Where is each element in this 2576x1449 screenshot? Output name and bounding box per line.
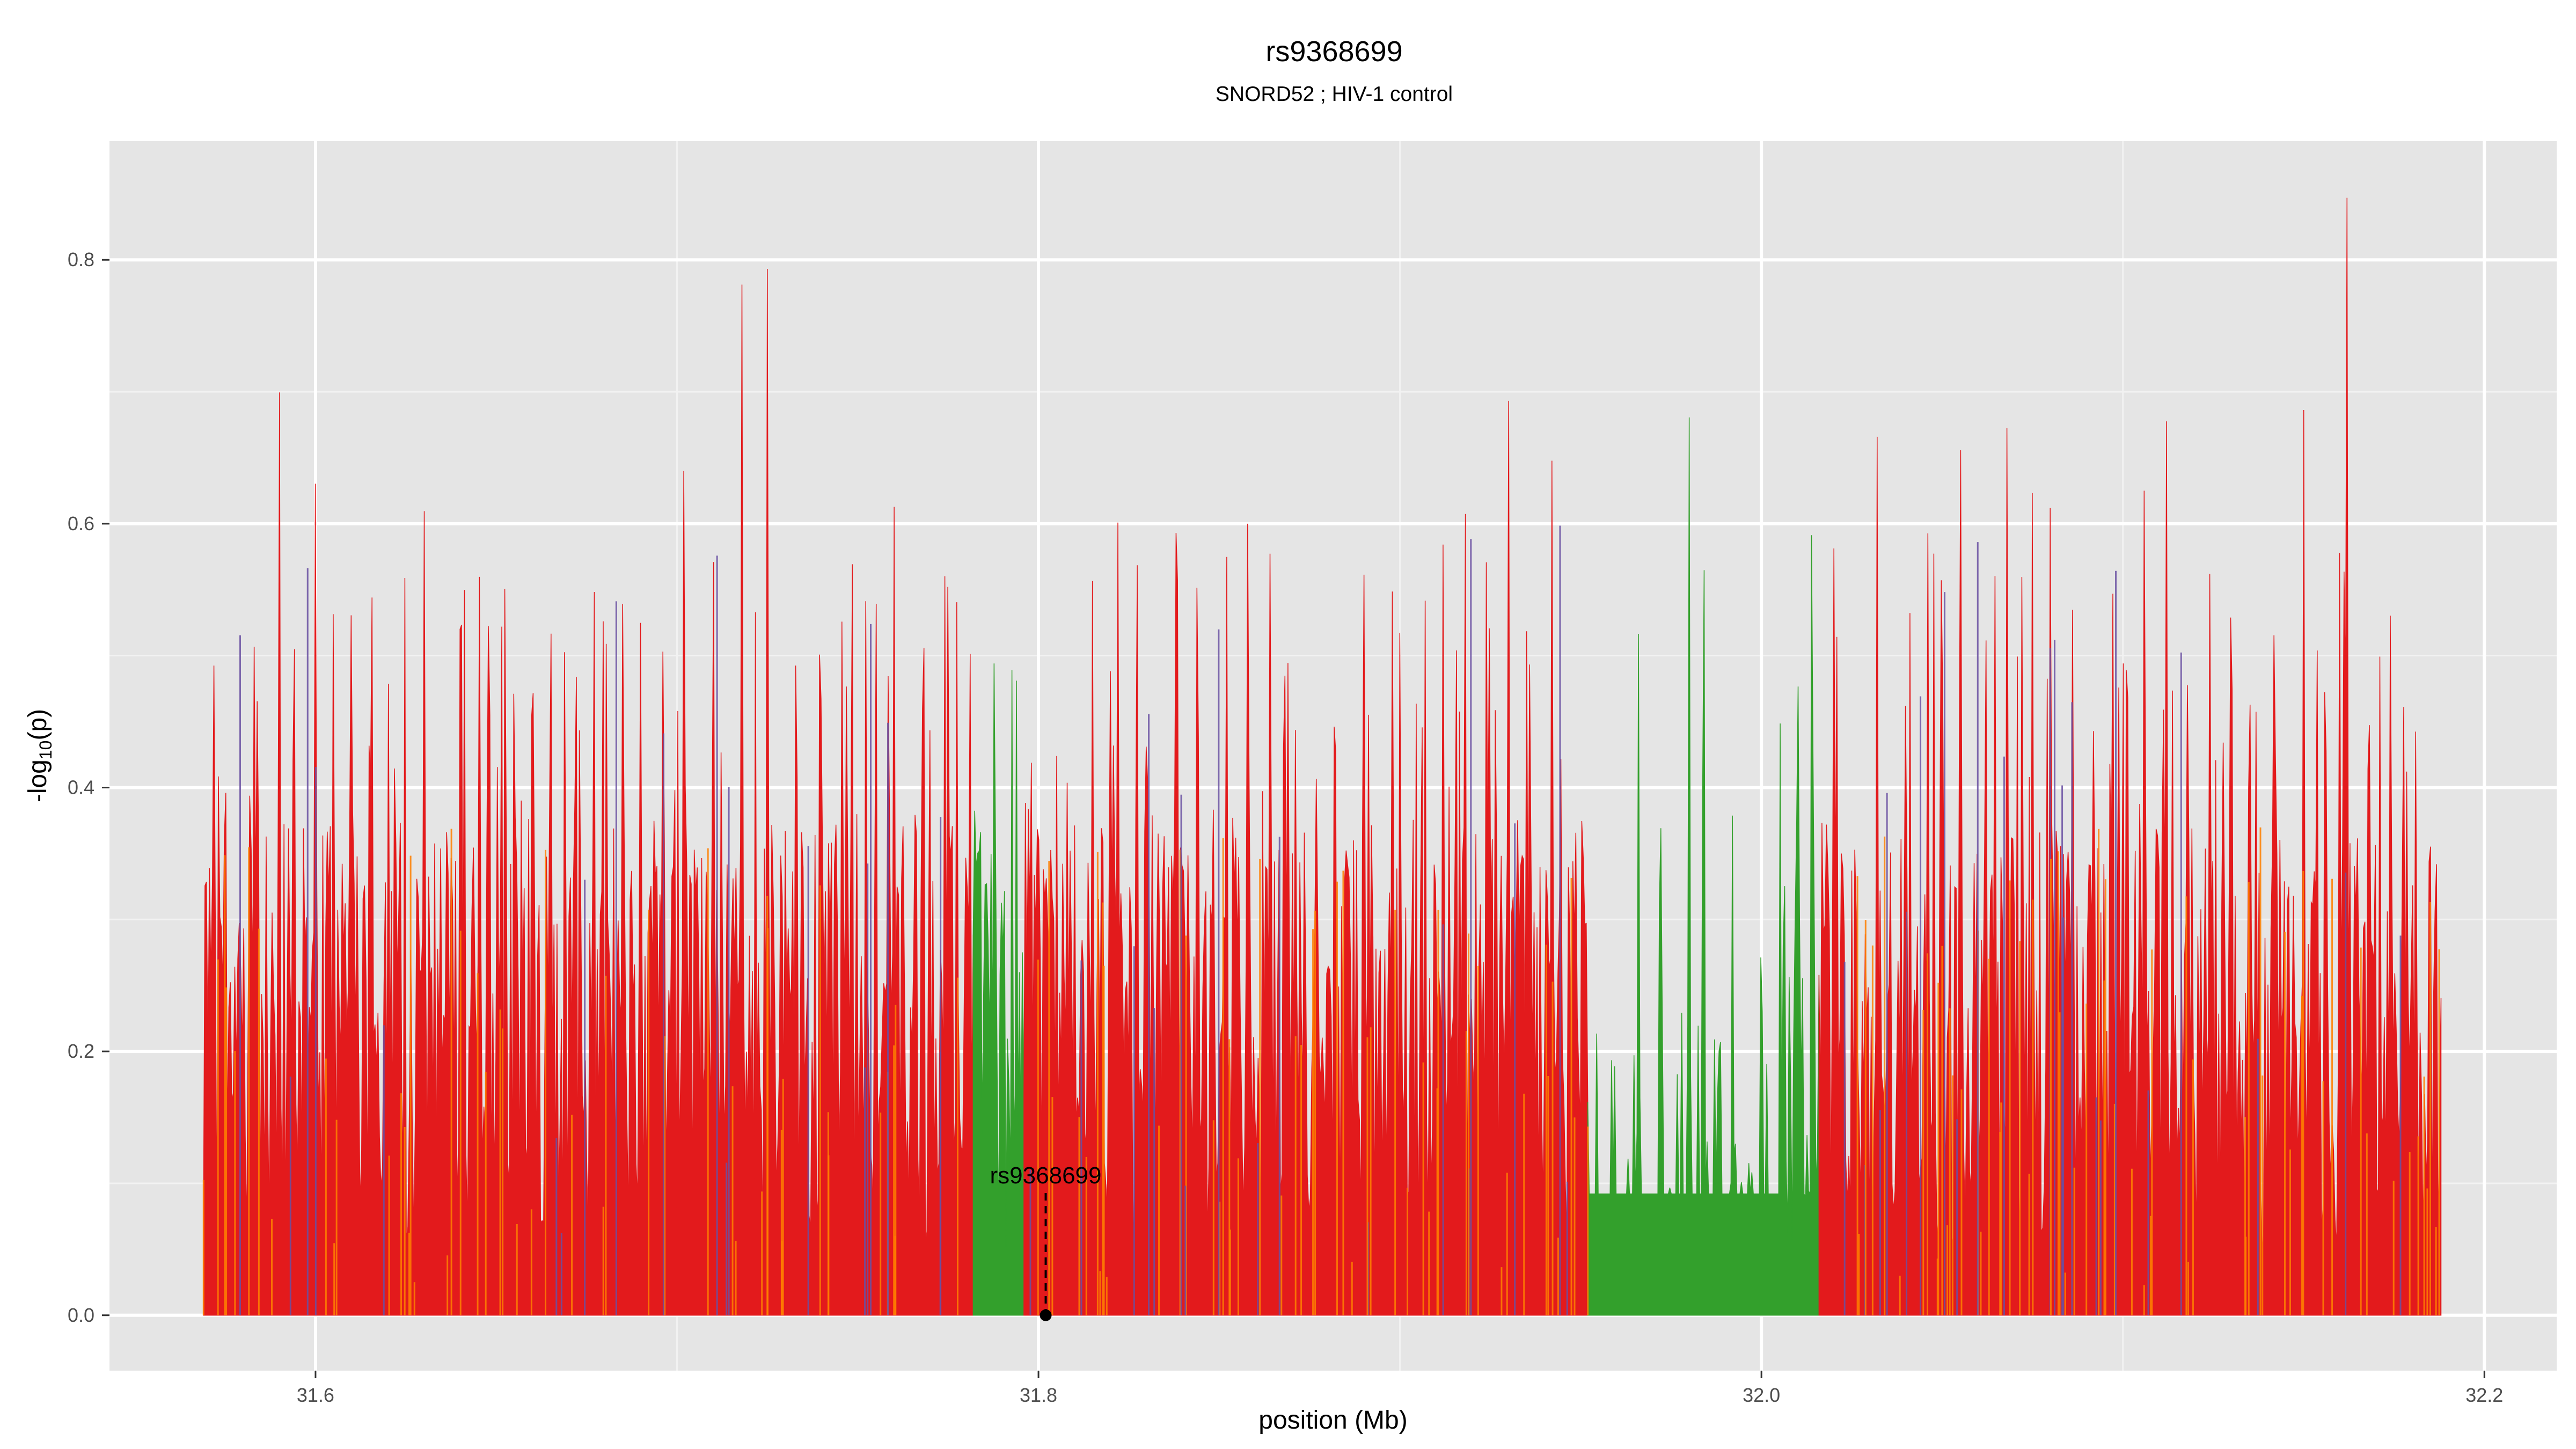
- x-tick-label: 31.8: [1020, 1384, 1057, 1406]
- y-tick-label: 0.6: [68, 513, 94, 535]
- chart-subtitle: SNORD52 ; HIV-1 control: [1216, 83, 1453, 106]
- annotation-label: rs9368699: [990, 1162, 1102, 1189]
- annotations: rs9368699: [990, 1162, 1102, 1321]
- y-tick-label: 0.8: [68, 248, 94, 270]
- annotation-point: [1040, 1309, 1052, 1321]
- area-segment: [1818, 197, 2442, 1316]
- x-axis-title: position (Mb): [1258, 1406, 1407, 1435]
- y-axis-title: -log10(p): [24, 709, 55, 802]
- y-tick-label: 0.0: [68, 1304, 94, 1326]
- x-axis: 31.6 31.8 32.0 32.2: [297, 1371, 2503, 1406]
- x-tick-label: 32.0: [1743, 1384, 1780, 1406]
- y-tick-label: 0.2: [68, 1040, 94, 1062]
- y-axis-title-prefix: -log: [24, 759, 52, 802]
- area-segment: [1023, 400, 1589, 1316]
- chart-title: rs9368699: [1265, 35, 1402, 68]
- area-segment: [972, 663, 1024, 1316]
- area-segment: [1587, 417, 1820, 1316]
- area-segment: [203, 268, 974, 1316]
- y-axis-title-suffix: (p): [24, 709, 52, 741]
- y-axis-title-subscript: 10: [36, 741, 55, 760]
- y-axis: 0.0 0.2 0.4 0.6 0.8: [68, 248, 109, 1326]
- data-area: [202, 197, 2442, 1316]
- x-tick-label: 31.6: [297, 1384, 334, 1406]
- y-tick-label: 0.4: [68, 776, 94, 798]
- x-tick-label: 32.2: [2465, 1384, 2503, 1406]
